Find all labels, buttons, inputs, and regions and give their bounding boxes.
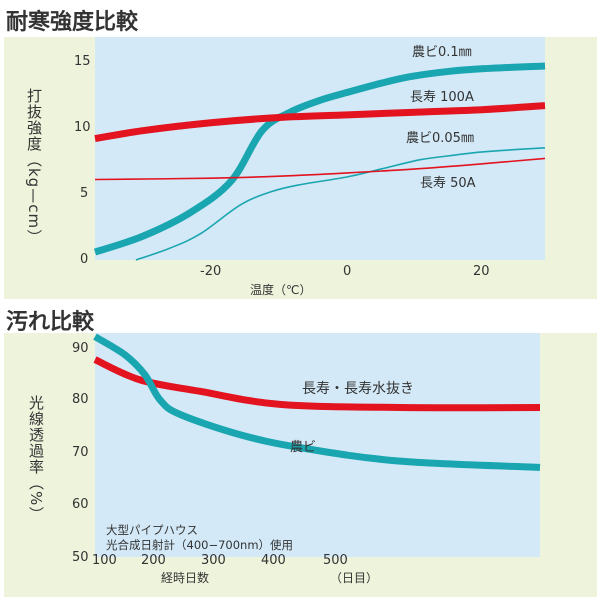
chart2-series-line-0 <box>93 356 541 412</box>
series-label: 長寿・長寿水抜き <box>302 381 414 397</box>
chart1-xtick: 0 <box>343 264 352 279</box>
chart1-title: 耐寒強度比較 <box>6 10 139 35</box>
series-label: 長寿 100A <box>410 90 474 105</box>
chart1-ytick: 5 <box>80 186 89 201</box>
chart1-series-line-1 <box>94 102 546 143</box>
chart2-xtick: 500 <box>323 553 348 568</box>
series-label: 農ビ0.05㎜ <box>406 131 474 146</box>
chart2-xtick: 300 <box>201 553 226 568</box>
chart2-annotation-line: 大型パイプハウス <box>106 523 198 537</box>
chart2-y-label: 光線透過率（%） <box>27 395 45 523</box>
chart2-xtick: 100 <box>92 553 117 568</box>
chart2-plot-area <box>95 333 540 557</box>
series-label: 農ビ <box>290 440 317 455</box>
chart2-x-label: 経時日数 <box>161 571 210 585</box>
chart2-ytick: 50 <box>72 550 89 565</box>
chart2-xtick: 400 <box>261 553 286 568</box>
chart2-xtick: 200 <box>141 553 166 568</box>
chart1-y-label: 打抜強度（kg—cm） <box>25 88 43 246</box>
chart2-annotation-line: 光合成日射計（400−700nm）使用 <box>106 538 294 552</box>
chart2-ytick: 70 <box>72 445 89 460</box>
chart2-ytick: 60 <box>72 497 89 512</box>
chart1-xtick: 20 <box>473 264 490 279</box>
chart1-series-line-3 <box>94 157 546 181</box>
chart1-series-line-2 <box>135 147 546 261</box>
chart1-series <box>93 62 546 261</box>
chart1-x-label: 温度（℃） <box>250 283 312 297</box>
chart2-ytick: 90 <box>72 341 89 356</box>
chart1-ytick: 15 <box>74 54 91 69</box>
chart2-ytick: 80 <box>72 392 89 407</box>
chart2-x-unit: （日目） <box>330 571 379 585</box>
series-label: 長寿 50A <box>420 176 476 191</box>
chart1-xtick: -20 <box>200 264 222 279</box>
chart1-ytick: 10 <box>74 120 91 135</box>
chart1-series-line-0 <box>93 62 546 256</box>
chart1-ytick: 0 <box>80 252 89 267</box>
chart2-title: 汚れ比較 <box>6 310 95 335</box>
chart2-series-line-1 <box>93 333 541 471</box>
series-label: 農ビ0.1㎜ <box>412 45 472 60</box>
chart2-series <box>93 333 541 471</box>
